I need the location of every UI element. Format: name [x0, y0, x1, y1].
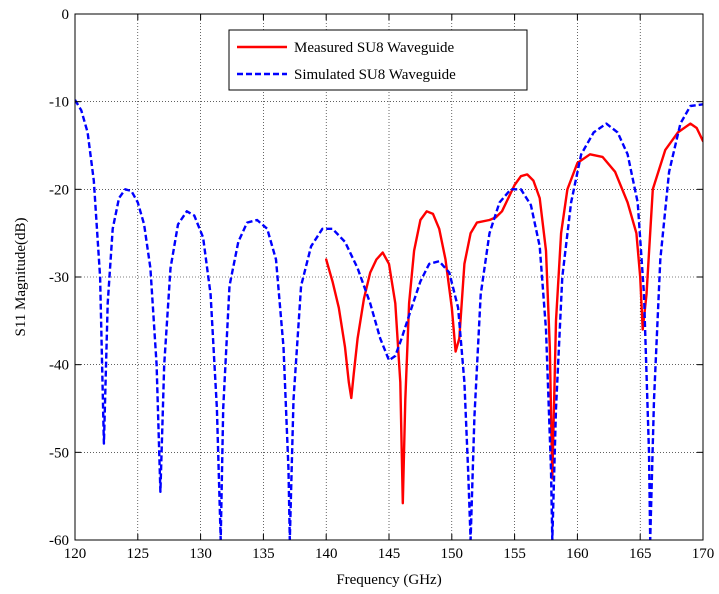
- x-tick-label: 170: [692, 546, 715, 562]
- x-tick-label: 125: [127, 546, 150, 562]
- y-tick-label: 0: [62, 7, 70, 23]
- legend-label-measured: Measured SU8 Waveguide: [294, 40, 454, 56]
- series-layer: [75, 99, 703, 540]
- x-tick-label: 165: [629, 546, 652, 562]
- measured-series-line: [325, 122, 703, 505]
- axis-ticks: [74, 13, 704, 541]
- y-tick-label: -30: [49, 270, 69, 286]
- legend-box: [228, 29, 528, 91]
- x-tick-label: 130: [189, 546, 212, 562]
- x-tick-label: 120: [64, 546, 87, 562]
- y-tick-label: -20: [49, 182, 69, 198]
- y-axis-label: S11 Magnitude(dB): [13, 217, 29, 336]
- legend-label-simulated: Simulated SU8 Waveguide: [294, 67, 456, 83]
- tick-labels: 120 125 130 135 140 145 150 155 160 165 170 0 -10 -20…: [49, 7, 714, 562]
- y-tick-label: -50: [49, 445, 69, 461]
- y-tick-label: -10: [49, 95, 69, 111]
- y-tick-label: -60: [49, 533, 69, 549]
- x-tick-label: 145: [378, 546, 401, 562]
- x-tick-label: 135: [252, 546, 275, 562]
- x-tick-label: 155: [503, 546, 526, 562]
- x-tick-label: 160: [566, 546, 589, 562]
- x-tick-label: 140: [315, 546, 338, 562]
- x-tick-label: 150: [441, 546, 464, 562]
- simulated-series-line: [75, 99, 703, 540]
- y-tick-label: -40: [49, 358, 69, 374]
- legend: Measured SU8 Waveguide Simulated SU8 Wav…: [228, 29, 528, 91]
- x-axis-label: Frequency (GHz): [336, 572, 441, 588]
